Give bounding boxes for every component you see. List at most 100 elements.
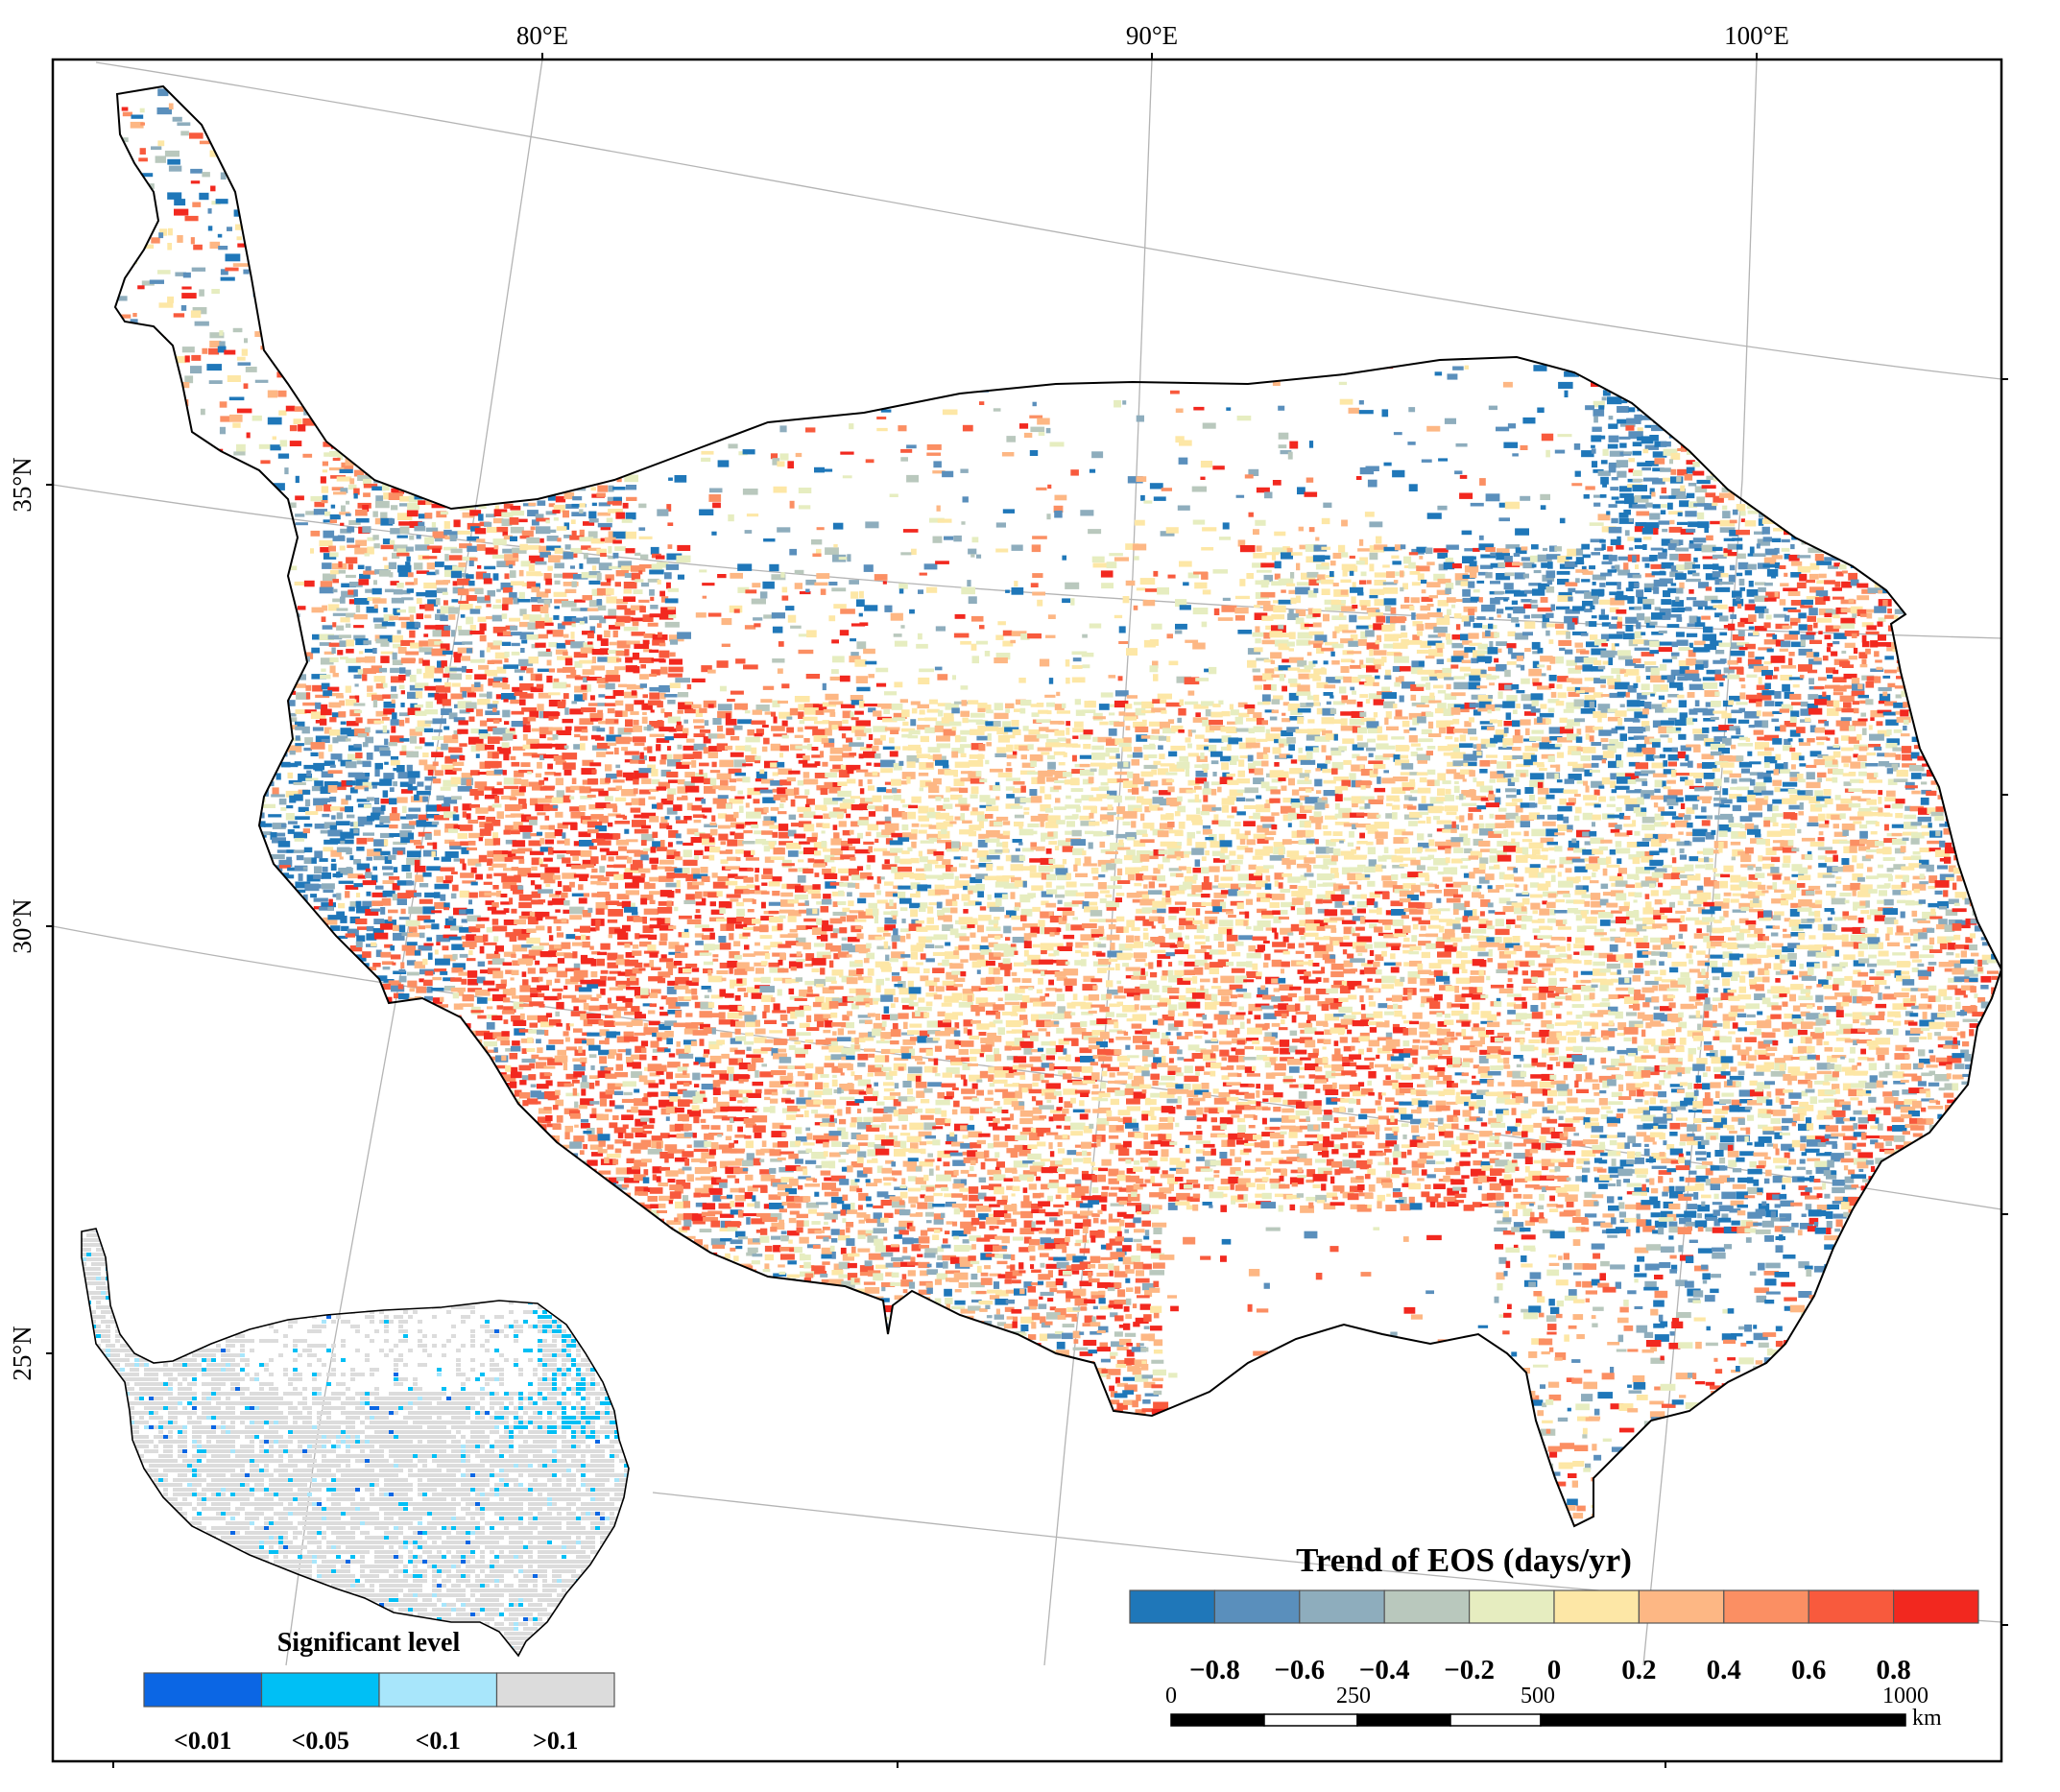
raster-cell — [1056, 155, 1066, 160]
raster-cell — [1644, 444, 1659, 450]
raster-cell — [1904, 417, 1911, 423]
raster-cell — [1641, 103, 1648, 109]
raster-cell — [1900, 201, 1907, 205]
raster-cell — [1668, 382, 1682, 387]
raster-cell — [813, 358, 827, 366]
raster-cell — [2005, 90, 2017, 96]
raster-cell — [1529, 303, 1544, 310]
raster-cell — [1722, 331, 1733, 338]
raster-cell — [191, 354, 202, 361]
raster-cell — [379, 142, 394, 147]
raster-cell — [906, 444, 917, 449]
raster-cell — [1850, 225, 1861, 233]
raster-cell — [1895, 287, 1909, 292]
raster-cell — [522, 487, 533, 494]
raster-cell — [1978, 203, 1983, 207]
raster-cell — [606, 392, 618, 398]
raster-cell — [539, 108, 545, 112]
raster-cell — [1875, 189, 1890, 195]
raster-cell — [606, 141, 615, 147]
raster-cell — [1444, 340, 1459, 346]
raster-cell — [406, 432, 413, 436]
raster-cell — [347, 406, 361, 411]
raster-cell — [607, 440, 621, 447]
raster-cell — [1571, 175, 1588, 179]
raster-cell — [1136, 415, 1144, 422]
raster-cell — [1902, 457, 1907, 462]
raster-cell — [889, 253, 896, 258]
raster-cell — [1928, 271, 1943, 275]
raster-cell — [721, 202, 732, 206]
raster-cell — [555, 467, 560, 472]
raster-cell — [942, 470, 954, 478]
raster-cell — [1965, 349, 1974, 358]
raster-cell — [409, 408, 417, 413]
raster-cell — [537, 235, 549, 239]
raster-cell — [1437, 86, 1449, 89]
raster-cell — [1425, 211, 1431, 218]
raster-cell — [1619, 173, 1626, 178]
raster-cell — [1611, 279, 1626, 286]
raster-cell — [573, 280, 585, 289]
raster-cell — [1886, 355, 1903, 360]
raster-cell — [1592, 461, 1598, 468]
raster-cell — [487, 259, 496, 266]
raster-cell — [415, 354, 426, 360]
raster-cell — [977, 182, 985, 189]
raster-cell — [1169, 288, 1180, 295]
raster-cell — [1663, 297, 1668, 300]
raster-cell — [1231, 371, 1243, 377]
raster-cell — [380, 174, 395, 179]
raster-cell — [2004, 243, 2018, 248]
raster-cell — [597, 433, 610, 442]
raster-cell — [427, 210, 433, 216]
raster-cell — [587, 194, 601, 201]
raster-cell — [1850, 125, 1860, 133]
raster-cell — [1541, 88, 1553, 97]
raster-cell — [1879, 355, 1889, 361]
raster-cell — [1947, 263, 1954, 269]
raster-cell — [174, 488, 188, 495]
raster-cell — [1122, 400, 1127, 405]
raster-cell — [1721, 80, 1727, 85]
raster-cell — [1218, 371, 1234, 378]
raster-cell — [1581, 285, 1589, 291]
raster-cell — [1772, 267, 1783, 273]
raster-cell — [1912, 337, 1928, 346]
raster-cell — [426, 323, 431, 330]
raster-cell — [1654, 217, 1665, 224]
raster-cell — [1851, 443, 1856, 448]
raster-cell — [578, 285, 591, 293]
raster-cell — [398, 189, 409, 196]
raster-cell — [469, 272, 478, 279]
raster-cell — [1658, 258, 1667, 264]
raster-cell — [531, 103, 546, 107]
raster-cell — [115, 486, 123, 490]
raster-cell — [2004, 220, 2011, 227]
raster-cell — [1755, 396, 1761, 404]
raster-cell — [1874, 122, 1881, 130]
raster-cell — [409, 400, 424, 404]
raster-cell — [623, 159, 631, 165]
raster-cell — [1937, 147, 1942, 155]
raster-cell — [1807, 132, 1813, 141]
raster-cell — [418, 301, 424, 309]
raster-cell — [557, 331, 571, 335]
raster-cell — [1030, 190, 1035, 198]
raster-cell — [415, 485, 424, 490]
raster-cell — [1226, 314, 1233, 323]
raster-cell — [426, 304, 440, 308]
raster-cell — [1651, 321, 1661, 328]
raster-cell — [583, 149, 589, 156]
raster-cell — [384, 150, 400, 156]
raster-cell — [442, 422, 458, 430]
raster-cell — [457, 140, 467, 145]
raster-cell — [1756, 314, 1769, 323]
raster-cell — [1677, 130, 1686, 133]
raster-cell — [362, 121, 369, 129]
raster-cell — [1753, 199, 1763, 207]
raster-cell — [519, 228, 536, 232]
raster-cell — [250, 148, 266, 155]
raster-cell — [1878, 107, 1883, 115]
raster-cell — [1619, 267, 1630, 272]
